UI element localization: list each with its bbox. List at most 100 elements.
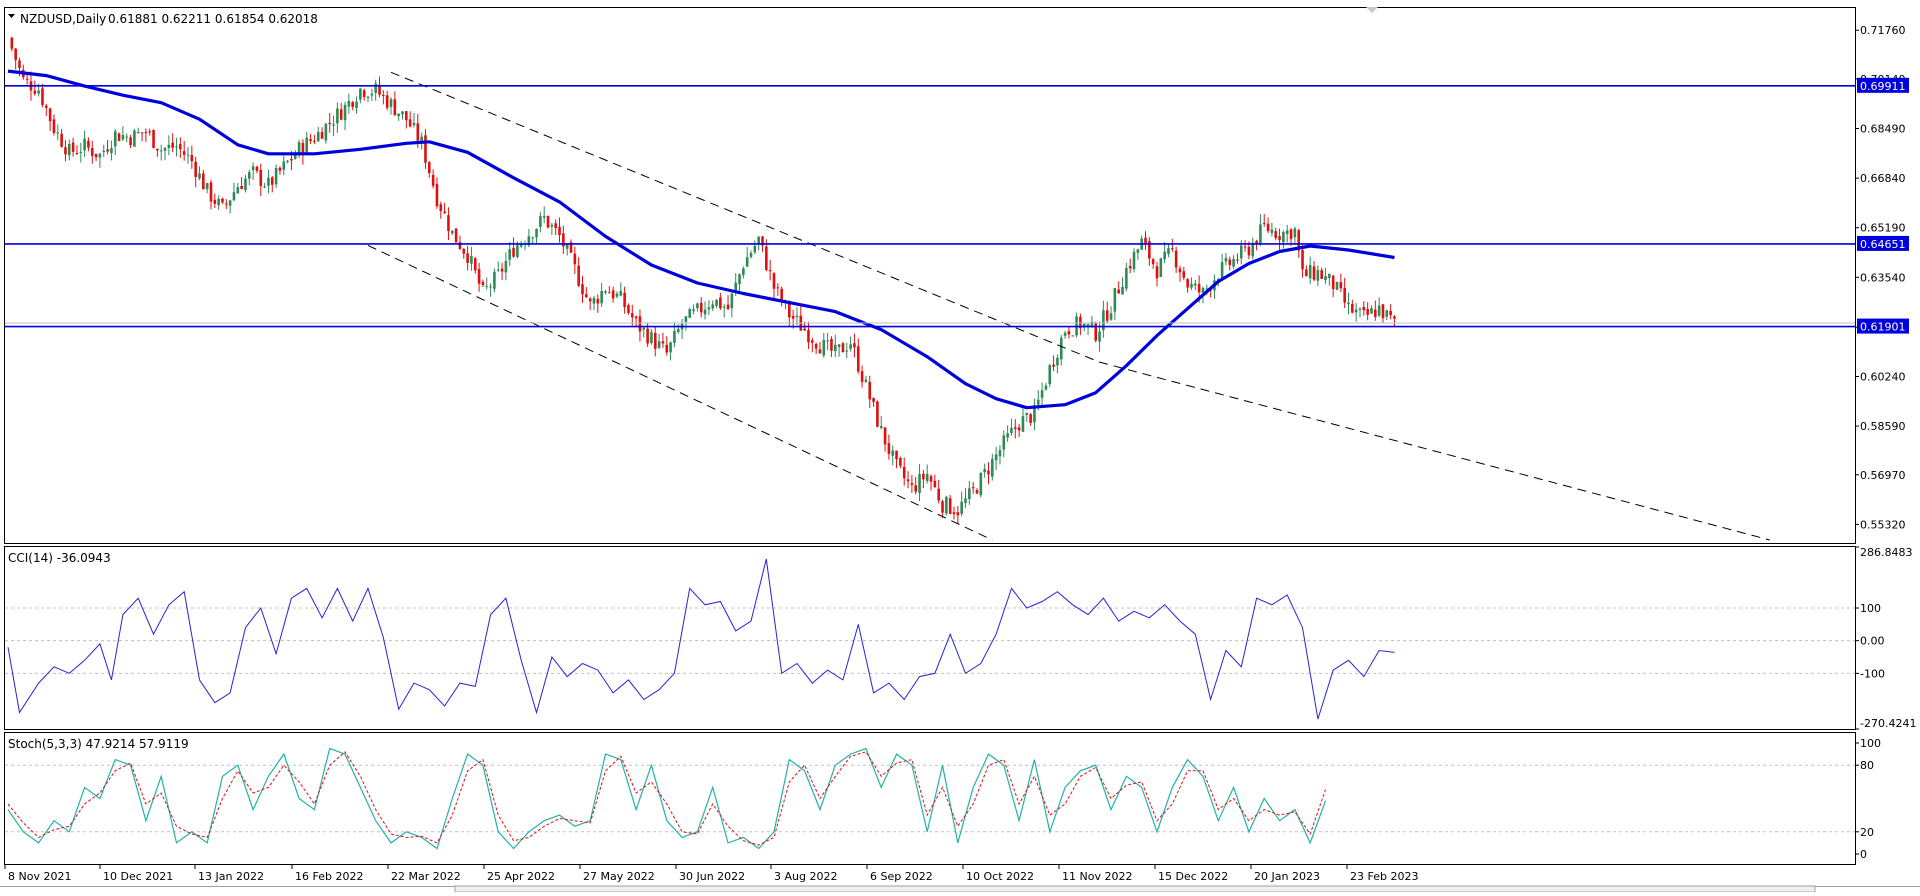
candle-up (1385, 310, 1389, 317)
candle-down (638, 316, 642, 332)
candle-down (301, 142, 305, 155)
candle-down (1374, 309, 1377, 317)
candle-down (1339, 282, 1343, 289)
ohlc-readout: 0.61881 0.62211 0.61854 0.62018 (108, 12, 318, 26)
candle-up (757, 236, 760, 244)
candle-down (937, 488, 940, 501)
candle-down (209, 182, 213, 202)
candle-down (129, 137, 132, 146)
candle-up (485, 285, 489, 287)
candle-up (1167, 248, 1170, 254)
cci-pane-frame (4, 546, 1856, 730)
candle-up (673, 330, 676, 343)
price-tick-label: 0.55320 (1860, 518, 1906, 531)
candle-up (1251, 242, 1255, 257)
cci-pane[interactable]: 286.8483 100 0.00 -100 -270.4241 CCI(14) -36… (4, 546, 1917, 730)
candle-down (562, 233, 565, 247)
candle-up (918, 474, 921, 494)
candle-down (853, 343, 856, 348)
cci-axis: 286.8483 100 0.00 -100 -270.4241 (1855, 546, 1916, 730)
candle-down (194, 161, 197, 177)
stoch-tick-label: 80 (1860, 759, 1874, 772)
candle-down (385, 95, 389, 108)
stoch-main-line (7, 747, 1327, 850)
candle-up (370, 93, 374, 96)
candle-up (1048, 365, 1052, 385)
candle-down (726, 304, 730, 309)
candle-down (512, 247, 515, 257)
candle-down (431, 174, 435, 186)
time-tick-label: 10 Oct 2022 (966, 870, 1034, 883)
dropdown-arrow-icon[interactable] (8, 14, 15, 18)
candle-up (1056, 357, 1059, 366)
candle-down (872, 398, 875, 402)
candle-down (64, 147, 67, 155)
time-tick-label: 22 Mar 2022 (391, 870, 461, 883)
candle-down (94, 153, 98, 158)
time-tick-label: 23 Feb 2023 (1350, 870, 1418, 883)
candle-down (791, 315, 795, 319)
candle-down (1266, 223, 1270, 232)
time-tick-label: 3 Aug 2022 (774, 870, 837, 883)
cci-tick-label: -270.4241 (1860, 717, 1916, 730)
candle-down (765, 246, 768, 271)
price-pane[interactable]: 0.717600.701400.684900.668400.651900.635… (4, 7, 1910, 544)
candle-up (1121, 286, 1124, 295)
candle-down (830, 338, 833, 351)
candle-up (826, 340, 829, 342)
candle-up (527, 236, 531, 246)
candle-up (113, 131, 117, 147)
candle-up (267, 177, 270, 186)
chart-tab[interactable] (454, 885, 1816, 893)
candle-up (121, 135, 125, 140)
candle-down (768, 270, 772, 272)
candle-up (1201, 288, 1205, 293)
candle-up (968, 488, 971, 499)
candle-up (1370, 308, 1373, 314)
candle-down (569, 242, 573, 253)
candle-up (110, 148, 113, 154)
candle-up (676, 328, 680, 333)
candle-down (860, 371, 864, 382)
candle-down (630, 313, 634, 318)
candle-up (401, 111, 404, 115)
candle-down (106, 149, 109, 152)
price-tick-label: 0.71760 (1860, 24, 1906, 37)
candle-down (435, 183, 439, 207)
candle-up (1194, 283, 1197, 286)
candle-up (159, 150, 163, 152)
candle-up (450, 230, 454, 234)
stoch-tick-label: 20 (1860, 826, 1874, 839)
candle-up (879, 426, 883, 428)
candle-down (761, 236, 764, 246)
candle-up (1109, 313, 1113, 320)
candle-up (960, 501, 963, 514)
candle-down (1117, 289, 1120, 294)
candle-down (883, 427, 887, 445)
candle-down (447, 215, 450, 232)
candle-down (1144, 237, 1147, 244)
candle-up (738, 274, 741, 285)
candle-down (500, 268, 504, 272)
candle-down (45, 105, 48, 108)
candle-up (707, 307, 711, 310)
candle-down (546, 216, 550, 228)
candle-down (585, 294, 588, 298)
candle-up (519, 243, 523, 247)
candle-down (75, 153, 79, 155)
stoch-pane[interactable]: 100 80 20 0 Stoch(5,3,3) 47.9214 57.9119 (4, 732, 1882, 865)
candle-down (1186, 279, 1189, 288)
price-tick-label: 0.68490 (1860, 123, 1906, 136)
candle-up (998, 450, 1002, 457)
candle-down (443, 211, 446, 213)
candle-down (255, 166, 259, 171)
candle-down (933, 480, 937, 488)
level-tag-box (1857, 235, 1909, 251)
candle-up (244, 178, 247, 191)
candle-down (1178, 268, 1182, 273)
level-tag-text: 0.64651 (1860, 238, 1906, 251)
candle-up (504, 260, 508, 273)
candle-up (749, 252, 753, 258)
